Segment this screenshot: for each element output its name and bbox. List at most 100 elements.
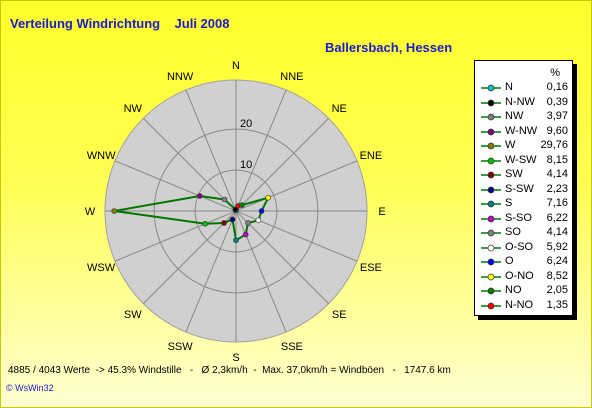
direction-label-e: E	[378, 206, 385, 218]
legend-swatch-icon	[481, 287, 501, 295]
legend-swatch-icon	[481, 142, 501, 150]
legend-swatch-icon	[481, 157, 501, 164]
legend-value: 9,60	[546, 124, 568, 137]
chart-title: Verteilung Windrichtung Juli 2008	[10, 16, 230, 31]
legend-swatch-icon	[481, 200, 501, 208]
legend-label: O-NO	[505, 269, 534, 282]
point-e	[258, 208, 265, 214]
legend-item: W 29,76	[475, 139, 572, 153]
legend-swatch-icon	[481, 171, 501, 179]
legend-item: NW 3,97	[475, 110, 572, 124]
legend-label: N	[505, 81, 513, 93]
point-ssw	[229, 216, 236, 223]
spoke-wsw	[114, 210, 237, 262]
spoke-nw	[143, 118, 237, 212]
legend-swatch-icon	[481, 99, 501, 106]
point-s	[233, 237, 239, 244]
spoke-sw	[143, 210, 237, 304]
direction-label-s: S	[232, 352, 239, 364]
spoke-ssw	[185, 210, 237, 333]
legend-value: 8,15	[546, 153, 568, 166]
stats-footer: 4885 / 4043 Werte -> 45.3% Windstille - …	[8, 365, 451, 376]
spoke-ene	[235, 160, 358, 212]
legend-label: S	[505, 197, 513, 209]
legend-item: NO 2,05	[475, 284, 572, 298]
point-sse	[242, 231, 249, 238]
point-ese	[255, 217, 262, 224]
legend-label: W-SW	[505, 153, 537, 166]
direction-label-ene: ENE	[360, 150, 383, 162]
legend-swatch-icon	[481, 113, 501, 121]
direction-label-sw: SW	[124, 309, 142, 321]
point-ene	[265, 194, 272, 201]
direction-label-sse: SSE	[281, 341, 303, 353]
legend-swatch-icon	[481, 215, 501, 222]
direction-labels: N NNE NE ENE E ESE SE SSE S SSW SW WSW W WNW NW NNW	[85, 60, 386, 364]
legend-value: 7,16	[546, 197, 568, 209]
point-w	[111, 208, 117, 214]
direction-label-n: N	[232, 60, 240, 72]
legend: % N 0,16 N-NW 0,39 NW 3,97 W-NW 9,60 W 29,76 W-SW 8…	[474, 60, 573, 316]
point-nw	[221, 196, 228, 203]
legend-label: SW	[505, 168, 523, 180]
legend-label: N-NO	[505, 298, 534, 311]
point-sw	[221, 220, 227, 226]
legend-item: O-SO 5,92	[475, 241, 572, 255]
legend-label: NO	[505, 284, 522, 296]
legend-label: W-NW	[505, 124, 538, 137]
legend-item: S 7,16	[475, 197, 572, 211]
legend-value: 4,14	[546, 226, 568, 238]
legend-item: N 0,16	[475, 81, 572, 95]
legend-item: S-SW 2,23	[475, 183, 572, 197]
legend-label: S-SW	[505, 182, 534, 195]
legend-item: SO 4,14	[475, 226, 572, 240]
legend-value: 6,24	[546, 255, 568, 267]
legend-value: 0,16	[546, 81, 568, 93]
legend-swatch-icon	[481, 302, 501, 309]
legend-swatch-icon	[481, 273, 501, 280]
ring-10	[194, 169, 278, 253]
chart-subtitle: Ballersbach, Hessen	[325, 40, 453, 55]
legend-value: 6,22	[546, 211, 568, 224]
legend-label: O	[505, 255, 514, 267]
legend-item: O 6,24	[475, 255, 572, 269]
legend-item: N-NO 1,35	[475, 299, 572, 313]
legend-swatch-icon	[481, 128, 501, 135]
legend-item: W-SW 8,15	[475, 154, 572, 168]
ring-label-20: 20	[240, 118, 252, 130]
legend-item: O-NO 8,52	[475, 270, 572, 284]
direction-label-nw: NW	[124, 103, 143, 115]
legend-item: W-NW 9,60	[475, 125, 572, 139]
spoke-wnw	[114, 160, 237, 212]
copyright: © WsWin32	[6, 383, 54, 393]
legend-item: N-NW 0,39	[475, 96, 572, 110]
point-wsw	[202, 220, 208, 227]
legend-unit: %	[550, 67, 560, 79]
legend-label: S-SO	[505, 211, 532, 224]
legend-value: 29,76	[540, 139, 568, 151]
point-wnw	[196, 193, 203, 199]
point-se	[245, 220, 251, 226]
legend-swatch-icon	[481, 244, 501, 251]
legend-item: S-SO 6,22	[475, 212, 572, 226]
legend-label: NW	[505, 110, 524, 122]
legend-label: O-SO	[505, 240, 534, 253]
legend-value: 1,35	[546, 298, 568, 311]
legend-label: N-NW	[505, 95, 535, 108]
direction-label-nnw: NNW	[167, 71, 194, 83]
legend-value: 5,92	[546, 240, 568, 253]
legend-value: 0,39	[546, 95, 568, 108]
direction-label-ssw: SSW	[168, 341, 194, 353]
legend-swatch-icon	[481, 258, 501, 266]
legend-swatch-icon	[481, 229, 501, 237]
direction-label-w: W	[85, 206, 96, 218]
direction-label-se: SE	[332, 309, 347, 321]
spoke-ne	[235, 118, 329, 212]
legend-value: 8,52	[546, 269, 568, 282]
spoke-nne	[235, 89, 287, 212]
spoke-sse	[235, 210, 287, 333]
ring-label-10: 10	[240, 159, 252, 171]
legend-swatch-icon	[481, 186, 501, 193]
legend-value: 2,05	[546, 284, 568, 296]
